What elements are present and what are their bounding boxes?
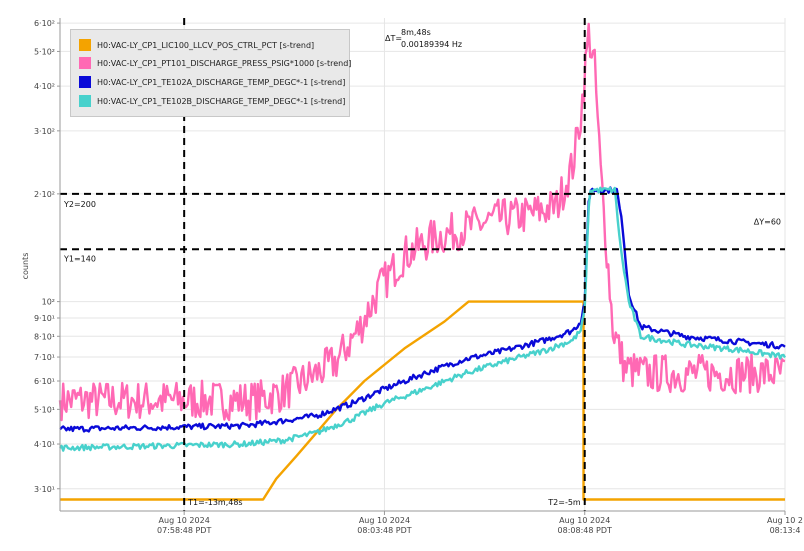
y-tick-label: 2·10² <box>34 190 55 199</box>
delta-y-label: ΔY=60 <box>754 218 781 227</box>
series-line-2 <box>59 186 786 433</box>
series-line-0 <box>60 300 785 501</box>
x-tick-time: 08:08:48 PDT <box>558 526 612 535</box>
y-axis-ticks: 3·10¹ 4·10¹ 5·10¹ 6·10¹ 7·10¹ 8·10¹ 9·10¹ 10² 2·… <box>34 19 60 494</box>
legend-label: H0:VAC-LY_CP1_TE102A_DISCHARGE_TEMP_DEGC… <box>97 77 346 87</box>
cursor-y1-label: Y1=140 <box>63 254 96 263</box>
x-tick-time: 08:03:48 PDT <box>357 526 411 535</box>
legend-swatch <box>79 57 91 69</box>
y-tick-label: 4·10² <box>34 82 55 91</box>
y-tick-label: 3·10¹ <box>34 485 55 494</box>
y-tick-label: 7·10¹ <box>34 353 55 362</box>
series-lines <box>58 22 787 501</box>
cursor-y2-label: Y2=200 <box>63 200 96 209</box>
y-tick-label: 8·10¹ <box>34 332 55 341</box>
x-tick-time: 07:58:48 PDT <box>157 526 211 535</box>
legend-swatch <box>79 76 91 88</box>
y-tick-label: 10² <box>42 298 55 307</box>
cursor-t1-label: T1=-13m,48s <box>187 498 242 507</box>
series-line-1 <box>58 22 786 422</box>
delta-t-value: 8m,48s <box>401 28 431 37</box>
y-tick-label: 5·10² <box>34 47 55 56</box>
legend-item[interactable]: H0:VAC-LY_CP1_PT101_DISCHARGE_PRESS_PSIG… <box>79 56 351 70</box>
legend-swatch <box>79 95 91 107</box>
x-tick-date: Aug 10 2024 <box>359 516 410 525</box>
y-tick-label: 4·10¹ <box>34 440 55 449</box>
legend: H0:VAC-LY_CP1_LIC100_LLCV_POS_CTRL_PCT [… <box>70 29 351 117</box>
legend-item[interactable]: H0:VAC-LY_CP1_LIC100_LLCV_POS_CTRL_PCT [… <box>79 38 314 52</box>
y-tick-label: 6·10² <box>34 19 55 28</box>
series-line-3 <box>59 186 787 452</box>
legend-swatch <box>79 39 91 51</box>
cursor-t2-label: T2=-5m <box>547 498 581 507</box>
delta-t-frequency: 0.00189394 Hz <box>401 40 462 49</box>
y-tick-label: 5·10¹ <box>34 405 55 414</box>
delta-t-prefix: ΔT= <box>385 34 402 43</box>
legend-label: H0:VAC-LY_CP1_PT101_DISCHARGE_PRESS_PSIG… <box>97 58 352 68</box>
y-tick-label: 6·10¹ <box>34 377 55 386</box>
cursor-lines[interactable]: T1=-13m,48s T2=-5m Y1=140 Y2=200 ΔY=60 <box>60 18 785 511</box>
x-tick-time: 08:13:4 <box>770 526 801 535</box>
y-axis-label: counts <box>21 253 30 280</box>
y-tick-label: 9·10¹ <box>34 314 55 323</box>
x-tick-date: Aug 10 2024 <box>559 516 610 525</box>
legend-label: H0:VAC-LY_CP1_TE102B_DISCHARGE_TEMP_DEGC… <box>97 96 346 106</box>
x-tick-date: Aug 10 2 <box>767 516 803 525</box>
x-tick-date: Aug 10 2024 <box>159 516 210 525</box>
legend-label: H0:VAC-LY_CP1_LIC100_LLCV_POS_CTRL_PCT [… <box>97 40 315 50</box>
legend-item[interactable]: H0:VAC-LY_CP1_TE102A_DISCHARGE_TEMP_DEGC… <box>79 75 345 89</box>
y-tick-label: 3·10² <box>34 127 55 136</box>
legend-item[interactable]: H0:VAC-LY_CP1_TE102B_DISCHARGE_TEMP_DEGC… <box>79 94 345 108</box>
